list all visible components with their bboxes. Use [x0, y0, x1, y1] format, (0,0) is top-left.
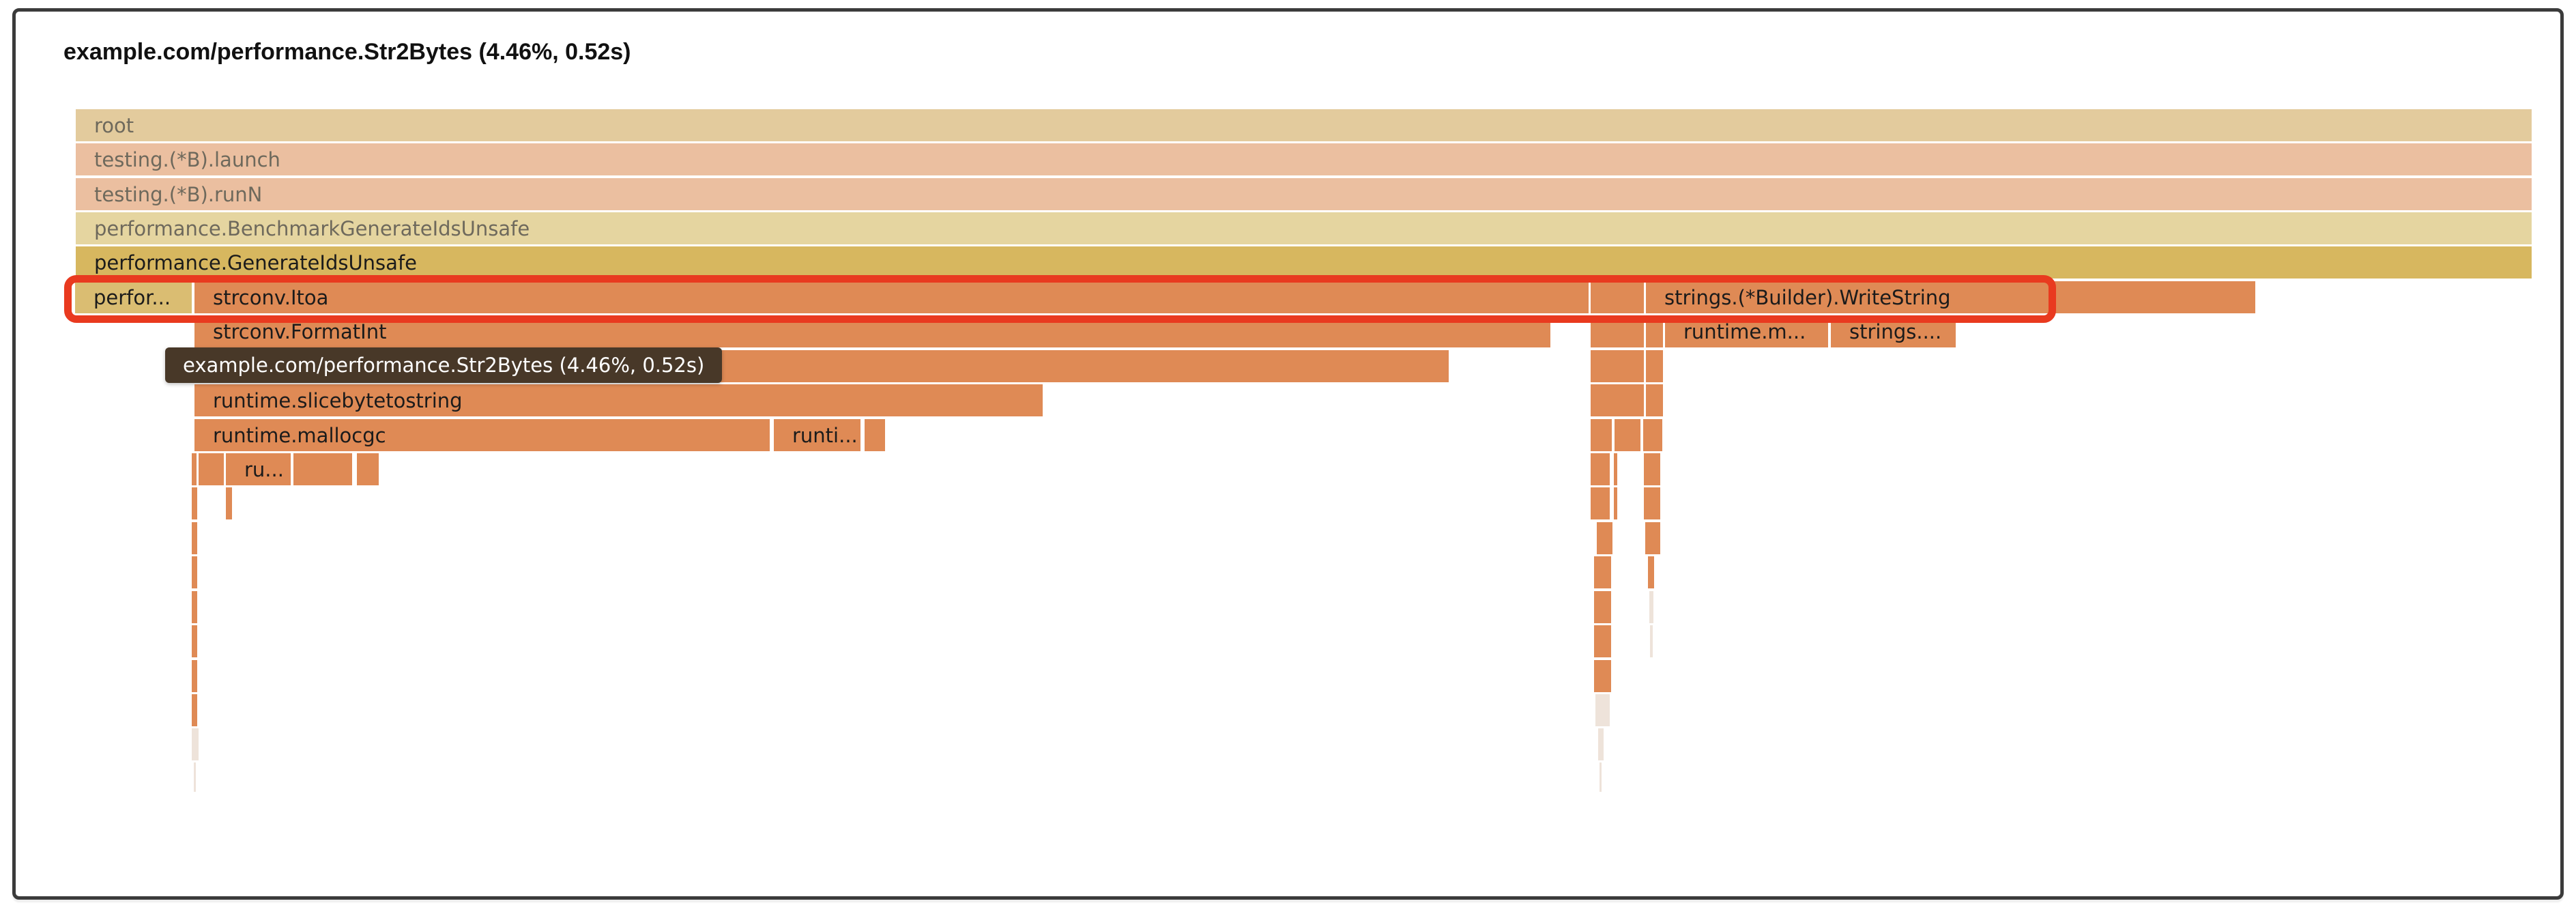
flame-cell[interactable] [1595, 694, 1610, 726]
flame-cell[interactable]: strconv.Itoa [194, 281, 1589, 313]
flame-cell[interactable] [192, 556, 197, 588]
flame-cell[interactable] [1646, 384, 1663, 416]
flame-cell[interactable] [226, 487, 232, 519]
flame-cell[interactable] [1644, 487, 1660, 519]
flame-cell[interactable] [1650, 625, 1653, 657]
flame-cell[interactable] [1648, 556, 1654, 588]
flame-cell[interactable]: strconv.FormatInt [194, 315, 1550, 347]
flame-cell[interactable] [357, 453, 379, 485]
flame-cell[interactable] [1594, 660, 1611, 692]
flame-cell[interactable]: runtime.m... [1665, 315, 1828, 347]
flame-cell[interactable] [1591, 487, 1610, 519]
flame-cell[interactable] [1591, 453, 1610, 485]
flame-cell[interactable] [1594, 591, 1611, 623]
flame-cell[interactable]: strings.... [1831, 315, 1956, 347]
tooltip: example.com/performance.Str2Bytes (4.46%… [165, 347, 723, 383]
flame-cell[interactable]: perfor... [75, 281, 192, 313]
flame-cell[interactable] [1646, 315, 1663, 347]
flame-cell[interactable] [192, 591, 197, 623]
flame-cell[interactable] [1591, 281, 1644, 313]
flame-cell[interactable] [192, 453, 197, 485]
flame-cell[interactable] [1591, 350, 1644, 382]
flame-cell[interactable] [199, 453, 224, 485]
flame-cell[interactable]: ru... [226, 453, 291, 485]
flame-cell[interactable]: runtime.slicebytetostring [194, 384, 1043, 416]
flame-cell[interactable] [1594, 556, 1611, 588]
flame-cell[interactable]: performance.BenchmarkGenerateIdsUnsafe [76, 212, 2532, 244]
flame-cell[interactable] [1615, 419, 1640, 451]
flame-cell[interactable] [1644, 453, 1660, 485]
flame-cell[interactable] [1598, 728, 1604, 760]
flame-cell[interactable] [192, 660, 197, 692]
flame-cell[interactable] [192, 625, 197, 657]
window-frame: example.com/performance.Str2Bytes (4.46%… [12, 8, 2564, 900]
flame-cell[interactable] [293, 453, 352, 485]
flame-cell[interactable] [192, 522, 197, 554]
flame-cell[interactable] [1594, 625, 1611, 657]
flame-cell[interactable] [1643, 419, 1662, 451]
page-title: example.com/performance.Str2Bytes (4.46%… [63, 39, 631, 65]
flame-cell[interactable] [1600, 762, 1602, 792]
flame-cell[interactable]: strings.(*Builder).WriteString [1646, 281, 2255, 313]
flamegraph: root testing.(*B).launch testing.(*B).runN… [16, 12, 2560, 896]
flame-cell[interactable] [1597, 522, 1612, 554]
flame-cell[interactable]: testing.(*B).runN [76, 178, 2532, 210]
flame-cell[interactable] [1645, 522, 1660, 554]
flame-cell[interactable]: performance.GenerateIdsUnsafe [76, 246, 2532, 279]
flame-cell[interactable] [1614, 453, 1617, 485]
flame-cell[interactable] [194, 762, 196, 792]
flame-cell[interactable] [1591, 384, 1644, 416]
flame-cell[interactable]: root [76, 109, 2532, 141]
flame-cell[interactable]: runtime.mallocgc [194, 419, 770, 451]
flame-cell[interactable] [1649, 591, 1653, 623]
flame-cell[interactable]: testing.(*B).launch [76, 143, 2532, 175]
flame-cell[interactable] [192, 694, 197, 726]
flame-cell[interactable] [1591, 419, 1612, 451]
flame-cell[interactable]: runti... [774, 419, 860, 451]
flame-cell[interactable] [1614, 487, 1617, 519]
flame-cell[interactable] [192, 487, 197, 519]
flame-cell[interactable] [1646, 350, 1663, 382]
flame-cell[interactable] [1591, 315, 1644, 347]
flame-cell[interactable] [192, 728, 199, 760]
flame-cell[interactable] [865, 419, 885, 451]
